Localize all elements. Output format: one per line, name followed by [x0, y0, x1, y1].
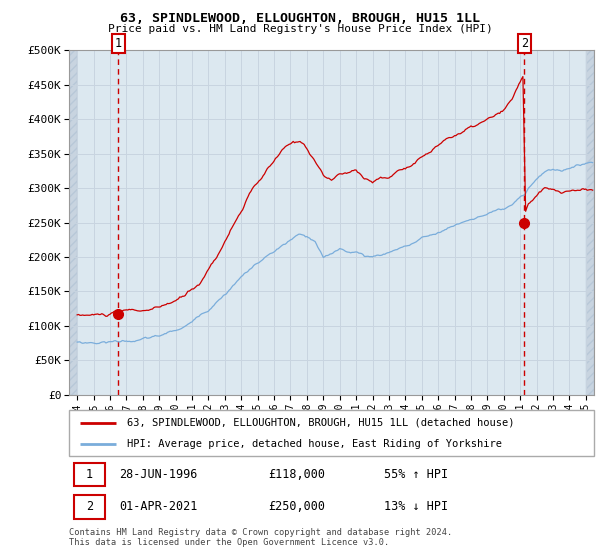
Text: Price paid vs. HM Land Registry's House Price Index (HPI): Price paid vs. HM Land Registry's House … [107, 24, 493, 34]
Text: Contains HM Land Registry data © Crown copyright and database right 2024.
This d: Contains HM Land Registry data © Crown c… [69, 528, 452, 547]
Text: £250,000: £250,000 [269, 500, 325, 514]
Bar [586, 50, 594, 395]
Text: 1: 1 [115, 38, 122, 50]
Text: 2: 2 [86, 500, 93, 514]
FancyBboxPatch shape [74, 463, 105, 486]
Text: £118,000: £118,000 [269, 468, 325, 481]
FancyBboxPatch shape [69, 410, 594, 456]
Text: 01-APR-2021: 01-APR-2021 [119, 500, 197, 514]
Text: 28-JUN-1996: 28-JUN-1996 [119, 468, 197, 481]
FancyBboxPatch shape [74, 495, 105, 519]
Text: 1: 1 [86, 468, 93, 481]
Text: 63, SPINDLEWOOD, ELLOUGHTON, BROUGH, HU15 1LL: 63, SPINDLEWOOD, ELLOUGHTON, BROUGH, HU1… [120, 12, 480, 25]
Text: HPI: Average price, detached house, East Riding of Yorkshire: HPI: Average price, detached house, East… [127, 439, 502, 449]
Text: 55% ↑ HPI: 55% ↑ HPI [384, 468, 448, 481]
Text: 63, SPINDLEWOOD, ELLOUGHTON, BROUGH, HU15 1LL (detached house): 63, SPINDLEWOOD, ELLOUGHTON, BROUGH, HU1… [127, 418, 514, 428]
Text: 2: 2 [521, 38, 528, 50]
Text: 13% ↓ HPI: 13% ↓ HPI [384, 500, 448, 514]
Bar [69, 50, 77, 395]
